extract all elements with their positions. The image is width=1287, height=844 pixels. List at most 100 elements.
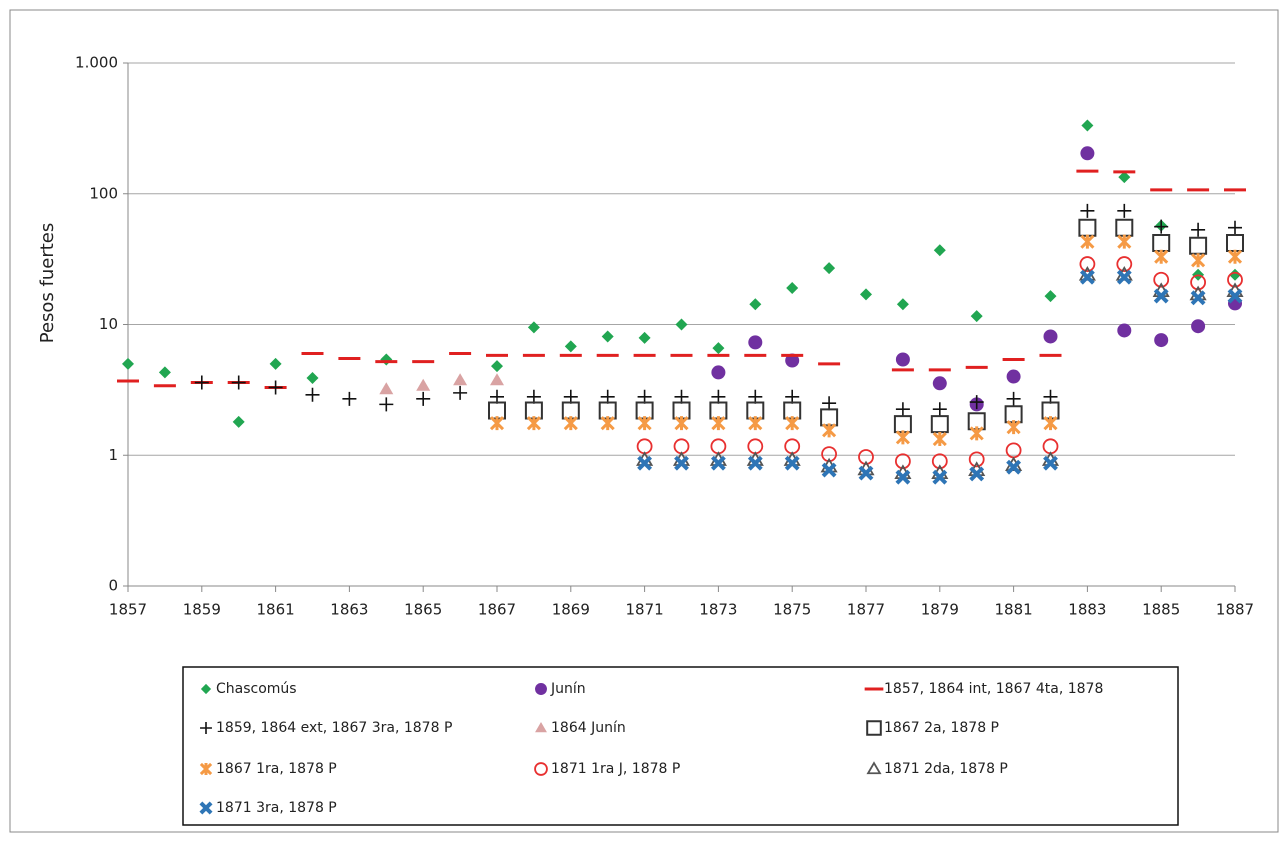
data-point <box>637 455 653 471</box>
data-point <box>1191 319 1206 334</box>
y-tick-label: 1.000 <box>75 54 118 72</box>
data-point <box>1153 271 1170 288</box>
x-tick-label: 1863 <box>330 601 368 619</box>
data-point <box>1191 222 1206 237</box>
data-point <box>1078 218 1097 237</box>
data-point <box>673 438 690 455</box>
legend-marker <box>534 762 548 776</box>
data-point <box>1153 288 1169 304</box>
data-point <box>524 401 543 420</box>
data-point <box>820 408 839 427</box>
data-point <box>601 330 614 343</box>
y-tick-label: 1 <box>108 446 118 464</box>
x-tick-label: 1885 <box>1142 601 1180 619</box>
data-point <box>674 455 689 471</box>
data-point <box>932 469 948 485</box>
data-point <box>1043 416 1058 431</box>
data-point <box>896 298 909 311</box>
legend-label: 1857, 1864 int, 1867 4ta, 1878 <box>884 681 1103 697</box>
data-point <box>194 375 209 390</box>
data-point <box>488 401 506 420</box>
data-point <box>527 321 540 334</box>
data-point <box>711 365 726 380</box>
data-point <box>1042 438 1059 455</box>
data-point <box>969 426 984 441</box>
x-tick-label: 1883 <box>1068 601 1106 619</box>
data-point <box>1154 219 1169 234</box>
data-point <box>932 402 947 417</box>
legend-marker <box>199 762 213 776</box>
data-point <box>785 353 800 368</box>
data-point <box>933 244 946 257</box>
legend-label: 1871 2da, 1878 P <box>884 761 1008 777</box>
data-point <box>675 318 688 331</box>
data-point <box>490 389 504 404</box>
data-point <box>453 385 468 400</box>
data-point <box>674 416 689 431</box>
data-point <box>968 451 985 468</box>
data-point <box>822 423 837 438</box>
data-point <box>158 366 171 379</box>
data-point <box>1081 119 1094 132</box>
data-point <box>231 375 246 390</box>
y-tick-label: 0 <box>108 577 118 595</box>
data-point <box>711 416 726 431</box>
data-point <box>342 391 357 406</box>
x-tick-label: 1881 <box>995 601 1033 619</box>
legend-marker <box>535 683 547 695</box>
data-point <box>1118 171 1131 184</box>
data-point <box>858 449 874 465</box>
data-point <box>785 416 800 431</box>
x-tick-label: 1869 <box>552 601 590 619</box>
data-point <box>637 389 652 404</box>
data-point <box>1154 249 1169 264</box>
data-point <box>784 438 801 455</box>
data-point <box>1041 401 1060 420</box>
data-point <box>1115 218 1134 237</box>
data-point <box>1044 290 1057 303</box>
legend-box <box>182 666 1179 826</box>
x-tick-label: 1873 <box>699 601 737 619</box>
data-point <box>1080 234 1095 249</box>
data-point <box>416 391 431 406</box>
data-point <box>1006 369 1021 384</box>
data-point <box>1080 146 1095 161</box>
legend-marker <box>866 761 882 775</box>
data-point <box>122 357 134 370</box>
data-point <box>564 340 577 353</box>
legend-label: 1859, 1864 ext, 1867 3ra, 1878 P <box>216 720 452 736</box>
data-point <box>672 401 691 420</box>
data-point <box>526 389 541 404</box>
x-tick-label: 1887 <box>1216 601 1254 619</box>
legend-label: 1864 Junín <box>551 720 626 736</box>
legend-label: 1871 3ra, 1878 P <box>216 800 337 816</box>
y-tick-label: 10 <box>99 315 118 333</box>
x-tick-label: 1865 <box>404 601 442 619</box>
data-point <box>1043 455 1058 471</box>
data-point <box>712 342 725 355</box>
data-point <box>970 310 983 323</box>
legend-marker <box>200 683 212 695</box>
data-point <box>491 360 503 373</box>
x-tick-label: 1859 <box>183 601 221 619</box>
data-point <box>453 373 468 386</box>
data-point <box>709 401 728 420</box>
data-point <box>305 387 320 402</box>
data-point <box>306 371 319 384</box>
data-point <box>637 416 652 431</box>
legend-label: Chascomús <box>216 681 297 697</box>
data-point <box>1154 333 1169 348</box>
data-point <box>635 401 654 420</box>
legend-marker <box>535 722 547 733</box>
x-tick-label: 1875 <box>773 601 811 619</box>
data-point <box>969 395 984 410</box>
data-point <box>967 412 986 431</box>
data-point <box>748 416 763 431</box>
data-point <box>860 288 872 301</box>
data-point <box>748 335 763 350</box>
y-axis-title: Pesos fuertes <box>37 223 58 344</box>
data-point <box>1079 269 1095 285</box>
data-point <box>821 462 837 478</box>
data-point <box>1116 269 1132 285</box>
data-point <box>489 416 505 431</box>
